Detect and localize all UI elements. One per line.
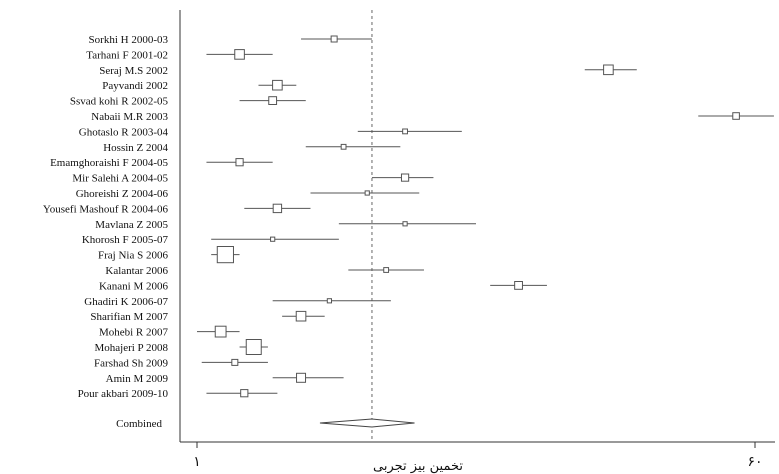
study-point-box <box>231 358 239 366</box>
study-point-box <box>402 128 408 135</box>
study-point-box <box>326 298 333 304</box>
study-label: Mohebi R 2007 <box>99 327 169 339</box>
plot-area <box>197 10 774 442</box>
study-label: Yousefi Mashouf R 2004-06 <box>43 203 169 215</box>
study-label: Sorkhi H 2000-03 <box>89 34 169 46</box>
study-point-box <box>295 310 307 322</box>
study-label: Seraj M.S 2002 <box>99 65 168 77</box>
study-label: Fraj Nia S 2006 <box>98 250 168 262</box>
study-point-box <box>272 79 283 91</box>
study-point-box <box>234 49 245 60</box>
study-point-box <box>296 372 307 383</box>
study-point-box <box>330 35 338 43</box>
study-label: Pour akbari 2009-10 <box>78 388 169 400</box>
study-point-box <box>603 64 614 76</box>
x-axis-label: تخمین بیز تجربی <box>373 459 463 474</box>
study-label: Ghoreishi Z 2004-06 <box>76 188 169 200</box>
study-label: Hossin Z 2004 <box>103 142 168 154</box>
combined-label: Combined <box>116 418 162 430</box>
study-label: Mavlana Z 2005 <box>95 219 168 231</box>
study-point-box <box>383 267 390 273</box>
study-point-box <box>732 112 740 120</box>
study-point-box <box>400 173 410 182</box>
study-point-box <box>216 246 234 264</box>
study-label: Mohajeri P 2008 <box>94 342 168 354</box>
study-label: Amin M 2009 <box>106 373 169 385</box>
study-point-box <box>364 190 370 196</box>
study-point-box <box>235 158 244 167</box>
study-label: Kalantar 2006 <box>105 265 168 277</box>
study-point-box <box>268 96 278 105</box>
study-label: Sharifian M 2007 <box>90 311 168 323</box>
x-axis-ticks: ۱ ۶۰ <box>193 442 763 470</box>
study-label: Emamghoraishi F 2004-05 <box>50 157 168 169</box>
study-label: Tarhani F 2001-02 <box>86 49 168 61</box>
study-label: Kanani M 2006 <box>99 280 169 292</box>
study-label: Farshad Sh 2009 <box>94 357 168 369</box>
study-label: Ssvad kohi R 2002-05 <box>70 96 169 108</box>
study-point-box <box>272 203 283 214</box>
study-label: Ghadiri K 2006-07 <box>84 296 168 308</box>
study-point-box <box>214 325 227 338</box>
study-point-box <box>514 281 523 290</box>
x-tick-label: ۶۰ <box>747 454 762 470</box>
study-point-box <box>245 339 262 355</box>
x-tick-label: ۱ <box>193 454 201 470</box>
study-point-box <box>340 143 347 150</box>
study-label: Nabaii M.R 2003 <box>91 111 168 123</box>
study-label: Ghotaslo R 2003-04 <box>79 126 169 138</box>
study-label: Payvandi 2002 <box>102 80 168 92</box>
study-point-box <box>270 236 276 242</box>
study-point-box <box>402 221 408 227</box>
study-labels: Sorkhi H 2000-03 Tarhani F 2001-02 Seraj M… <box>43 34 169 430</box>
combined-diamond <box>319 418 415 428</box>
study-label: Mir Salehi A 2004-05 <box>72 173 168 185</box>
study-point-box <box>240 389 249 398</box>
study-label: Khorosh F 2005-07 <box>82 234 169 246</box>
